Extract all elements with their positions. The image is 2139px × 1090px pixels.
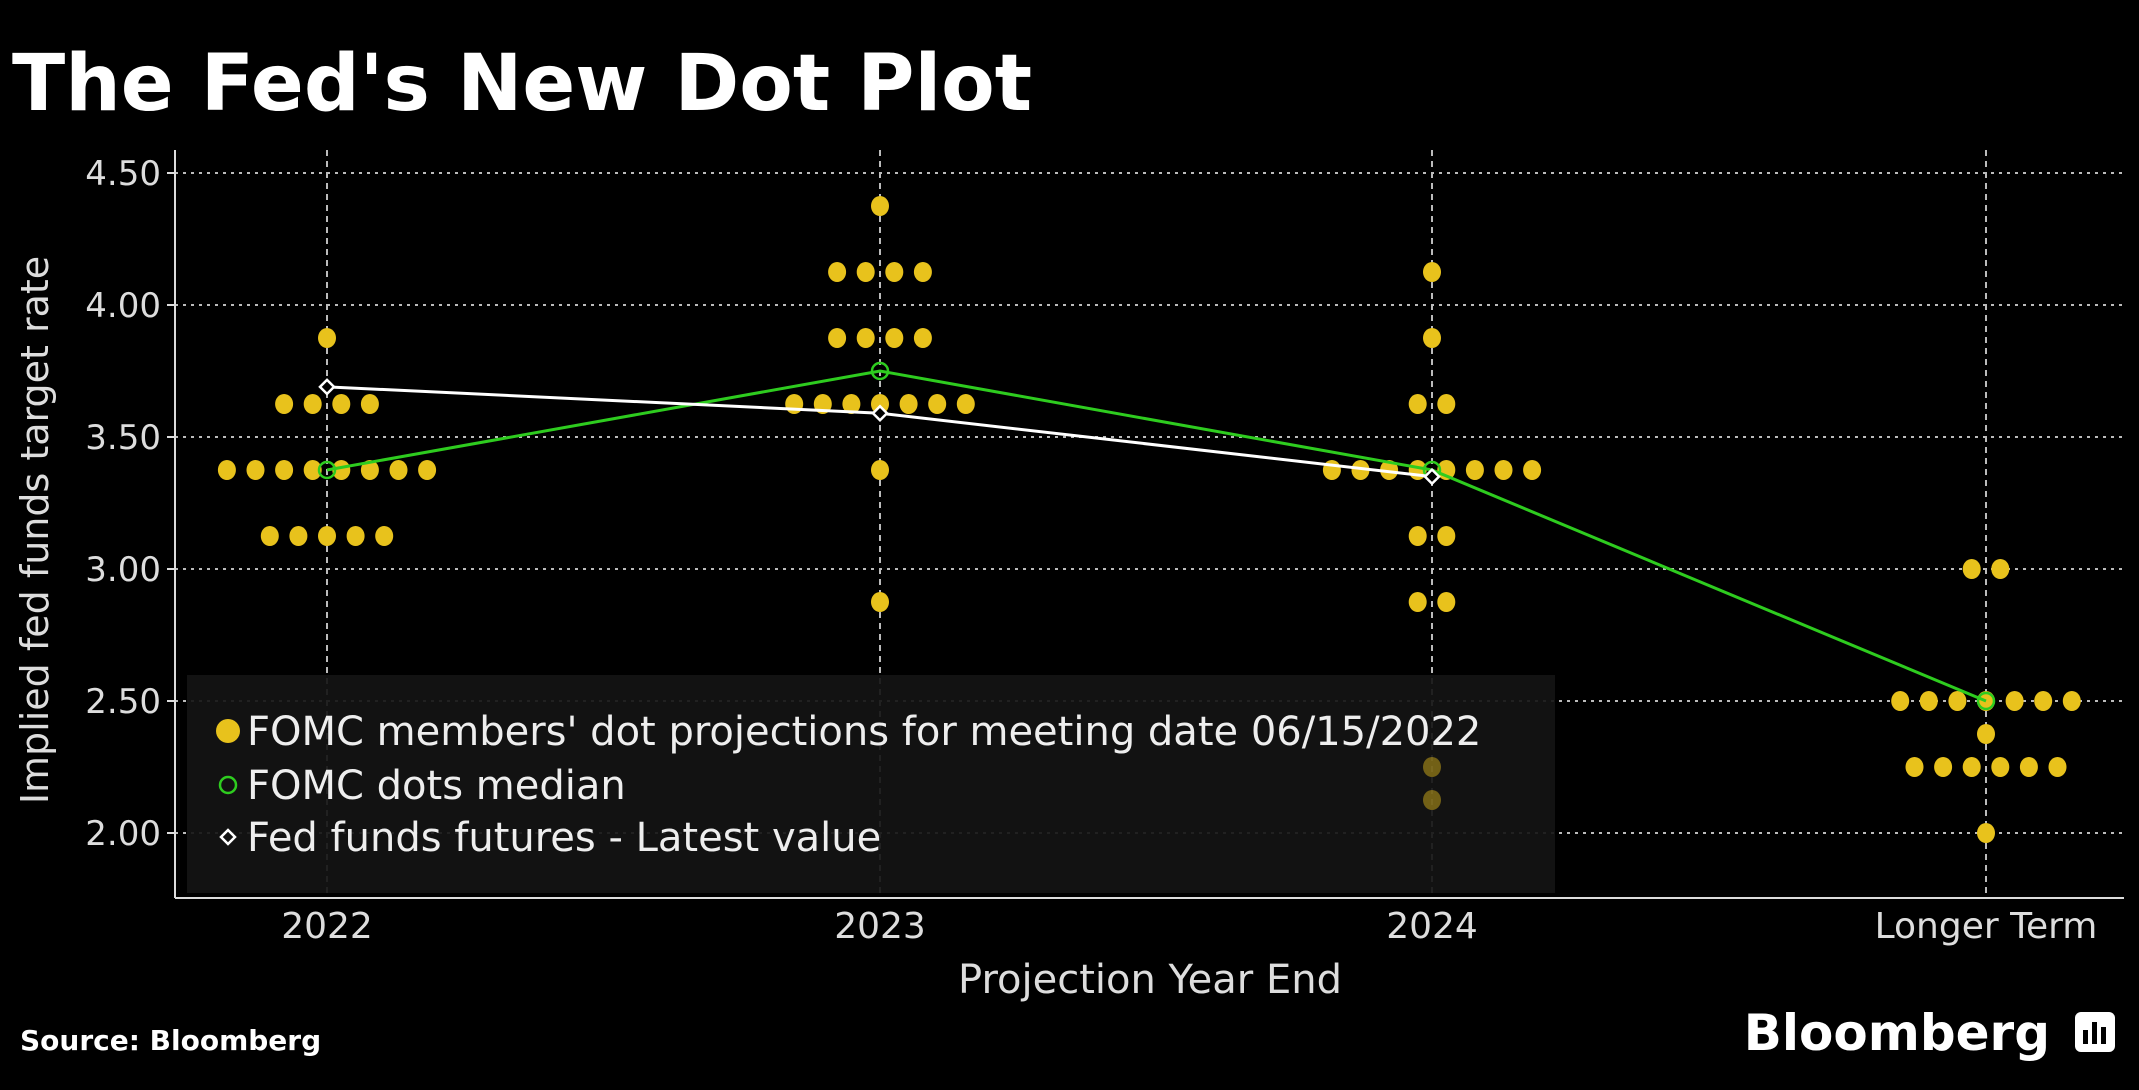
median-point: [317, 460, 337, 480]
fomc-dot: [2062, 691, 2081, 711]
fomc-dot: [1991, 757, 2010, 777]
y-axis-label: Implied fed funds target rate: [13, 256, 57, 804]
fomc-dot: [1891, 691, 1910, 711]
fomc-dot: [332, 394, 351, 414]
fomc-dot: [332, 460, 351, 480]
futures-point: [318, 378, 336, 396]
y-tick-label: 4.50: [85, 154, 161, 194]
y-tick-label: 3.00: [85, 550, 161, 590]
fomc-dot: [1465, 460, 1484, 480]
fomc-dot: [275, 394, 294, 414]
fomc-dot: [260, 526, 279, 546]
fomc-dot: [375, 526, 394, 546]
fomc-dot: [1905, 757, 1924, 777]
fomc-dot: [1962, 757, 1981, 777]
fomc-dot: [275, 460, 294, 480]
fomc-dot: [246, 460, 265, 480]
fomc-dot: [318, 328, 336, 348]
futures-point: [871, 404, 889, 423]
fomc-dot: [1977, 823, 1995, 843]
fomc-dot: [913, 328, 932, 348]
legend-dot-marker: [216, 719, 240, 743]
fomc-dot: [885, 328, 904, 348]
fomc-dot: [885, 262, 904, 282]
fomc-dot: [303, 460, 322, 480]
fomc-dot: [346, 526, 365, 546]
fomc-dot: [1423, 757, 1441, 777]
bloomberg-chart-icon: [2075, 1012, 2115, 1052]
fomc-dot: [1962, 559, 1981, 579]
x-tick-label: Longer Term: [1875, 906, 2098, 947]
fomc-dot: [785, 394, 804, 414]
fomc-dot: [1523, 460, 1542, 480]
fomc-dot: [899, 394, 918, 414]
fomc-dot: [360, 460, 379, 480]
legend-median-marker: [218, 775, 238, 795]
median-point: [1976, 691, 1996, 711]
y-tick-label: 4.00: [85, 286, 161, 326]
legend-futures-label: Fed funds futures - Latest value: [247, 815, 881, 861]
legend-futures-marker: [219, 828, 237, 846]
fomc-dot: [1423, 328, 1441, 348]
fomc-dot: [2048, 757, 2067, 777]
futures-point: [1423, 467, 1441, 486]
y-tick-label: 2.00: [85, 814, 161, 854]
fomc-dot: [956, 394, 975, 414]
x-tick-label: 2023: [834, 906, 926, 947]
fomc-dot: [1437, 394, 1456, 414]
fomc-dot: [2019, 757, 2038, 777]
fomc-dot: [303, 394, 322, 414]
chart-title: The Fed's New Dot Plot: [12, 39, 1032, 129]
fomc-dot: [2034, 691, 2053, 711]
fomc-dot: [1437, 526, 1456, 546]
gridlines: [175, 150, 2124, 898]
fomc-dot: [856, 328, 875, 348]
fomc-dot: [842, 394, 861, 414]
fomc-dot: [418, 460, 437, 480]
legend-dots-label: FOMC members' dot projections for meetin…: [247, 709, 1481, 755]
fomc-dot: [1423, 262, 1441, 282]
fomc-dot: [1919, 691, 1938, 711]
fomc-dot: [289, 526, 308, 546]
fomc-dot: [1408, 394, 1427, 414]
y-tick-label: 3.50: [85, 418, 161, 458]
legend-background: [187, 675, 1555, 893]
median-point: [870, 361, 890, 381]
bloomberg-logo: Bloomberg: [1744, 1004, 2050, 1062]
x-tick-label: 2024: [1386, 906, 1478, 947]
fomc-dot: [1408, 526, 1427, 546]
source-note: Source: Bloomberg: [20, 1024, 321, 1057]
fomc-dot: [928, 394, 947, 414]
fomc-dot: [871, 196, 889, 216]
fomc-dot: [1423, 790, 1441, 810]
median-line: [326, 369, 1987, 703]
fomc-dot: [1408, 592, 1427, 612]
fomc-dot: [389, 460, 408, 480]
legend-median-label: FOMC dots median: [247, 763, 626, 809]
fomc-dot: [1991, 559, 2010, 579]
x-axis-label: Projection Year End: [958, 957, 1342, 1003]
fomc-dot: [1437, 592, 1456, 612]
fomc-dot: [1948, 691, 1967, 711]
fomc-dot: [828, 262, 847, 282]
fomc-dot: [1494, 460, 1513, 480]
fomc-dot: [1351, 460, 1370, 480]
fomc-dot: [913, 262, 932, 282]
x-tick-label: 2022: [281, 906, 373, 947]
legend: FOMC members' dot projections for meetin…: [216, 709, 1481, 861]
fomc-dot: [360, 394, 379, 414]
fomc-dot: [217, 460, 236, 480]
fomc-dot: [1977, 724, 1995, 744]
fomc-dot: [1380, 460, 1399, 480]
fomc-dot: [871, 460, 889, 480]
fomc-dot: [871, 592, 889, 612]
fomc-dot: [1934, 757, 1953, 777]
fomc-dot: [318, 526, 336, 546]
fomc-dot: [856, 262, 875, 282]
fomc-dot: [828, 328, 847, 348]
y-tick-label: 2.50: [85, 682, 161, 722]
fomc-dot: [2005, 691, 2024, 711]
